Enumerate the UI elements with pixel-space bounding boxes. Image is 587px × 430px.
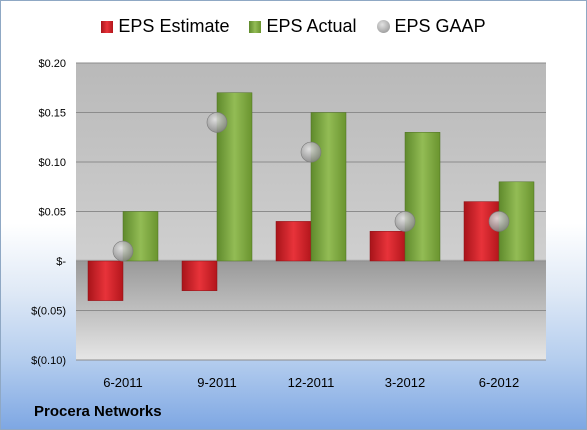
bar-eps-estimate (275, 221, 312, 262)
bar-eps-estimate (463, 201, 500, 262)
y-axis-ticks: $0.20 $0.15 $0.10 $0.05 $- $(0.05) $(0.10) (31, 58, 66, 367)
point-eps-gaap (206, 112, 228, 133)
y-tick-label: $0.10 (38, 157, 66, 169)
legend-swatch-actual (249, 20, 262, 33)
bar-eps-estimate (369, 231, 406, 262)
chart-svg: $0.20 $0.15 $0.10 $0.05 $- $(0.05) $(0.10) 6-2… (31, 58, 546, 390)
bar-eps-actual (404, 132, 441, 262)
y-tick-label: $- (56, 256, 66, 268)
point-eps-gaap (300, 141, 322, 163)
bar-eps-estimate (181, 260, 218, 291)
y-tick-label: $0.05 (38, 207, 66, 219)
bars (87, 92, 535, 301)
y-tick-label: $(0.05) (31, 306, 66, 318)
legend-item-actual: EPS Actual (249, 16, 357, 37)
point-eps-gaap (394, 211, 416, 232)
legend-label-estimate: EPS Estimate (118, 16, 230, 36)
legend-item-estimate: EPS Estimate (101, 16, 229, 37)
bar-eps-estimate (87, 260, 124, 301)
y-tick-label: $0.20 (38, 58, 66, 70)
bar-eps-actual (310, 112, 347, 262)
x-tick-label: 6-2011 (103, 375, 143, 390)
gaap-markers (112, 112, 510, 262)
x-tick-label: 6-2012 (479, 375, 519, 390)
x-tick-label: 12-2011 (288, 375, 335, 390)
x-tick-label: 9-2011 (197, 375, 237, 390)
legend-swatch-gaap (376, 20, 390, 33)
legend-item-gaap: EPS GAAP (376, 16, 486, 37)
y-tick-label: $0.15 (38, 108, 66, 120)
x-axis-ticks: 6-2011 9-2011 12-2011 3-2012 6-2012 (103, 375, 519, 390)
x-tick-label: 3-2012 (385, 375, 425, 390)
point-eps-gaap (112, 240, 134, 262)
chart-legend: EPS Estimate EPS Actual EPS GAAP (1, 16, 586, 37)
company-name: Procera Networks (34, 403, 162, 420)
legend-label-actual: EPS Actual (266, 16, 357, 36)
point-eps-gaap (488, 211, 510, 232)
legend-swatch-estimate (101, 20, 114, 33)
y-tick-label: $(0.10) (31, 355, 66, 367)
legend-label-gaap: EPS GAAP (394, 16, 486, 36)
